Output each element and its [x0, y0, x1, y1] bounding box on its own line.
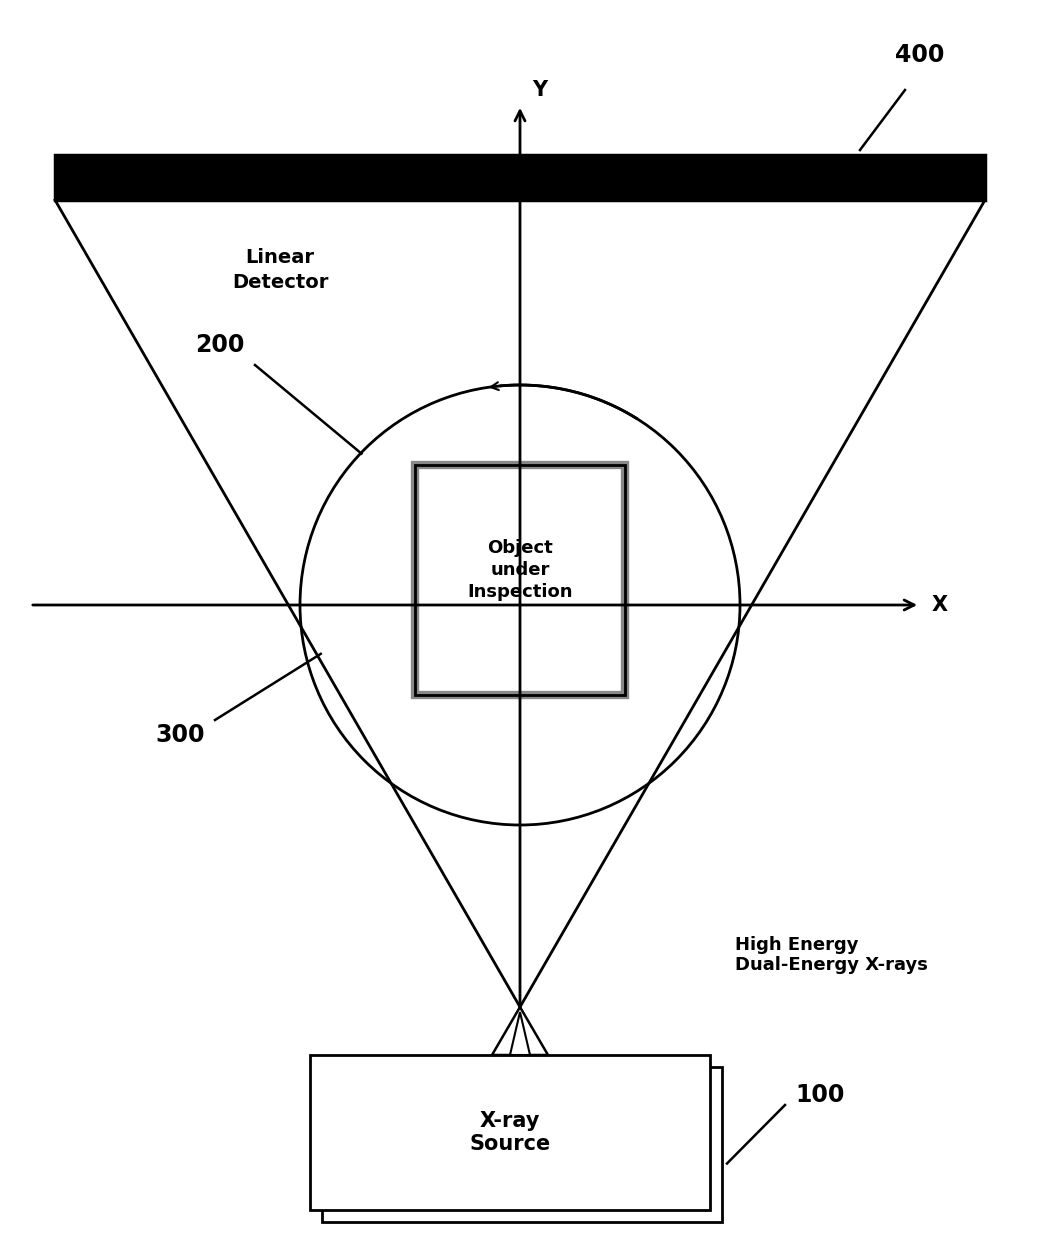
Text: X-ray
Source: X-ray Source	[469, 1111, 551, 1155]
Bar	[322, 1067, 722, 1222]
Bar	[415, 466, 625, 695]
Text: 200: 200	[196, 333, 245, 356]
Text: 300: 300	[155, 723, 205, 747]
Polygon shape	[510, 1012, 530, 1055]
Text: 400: 400	[895, 43, 944, 67]
Text: Y: Y	[532, 80, 548, 100]
Polygon shape	[492, 1007, 548, 1055]
Bar	[55, 156, 985, 200]
Bar	[310, 1055, 710, 1210]
Text: Linear
Detector: Linear Detector	[232, 248, 328, 292]
Text: X: X	[932, 595, 948, 615]
Bar	[415, 466, 625, 695]
Text: 100: 100	[795, 1083, 844, 1107]
Text: High Energy
Dual-Energy X-rays: High Energy Dual-Energy X-rays	[735, 935, 928, 974]
Text: Object
under
Inspection: Object under Inspection	[467, 538, 573, 601]
